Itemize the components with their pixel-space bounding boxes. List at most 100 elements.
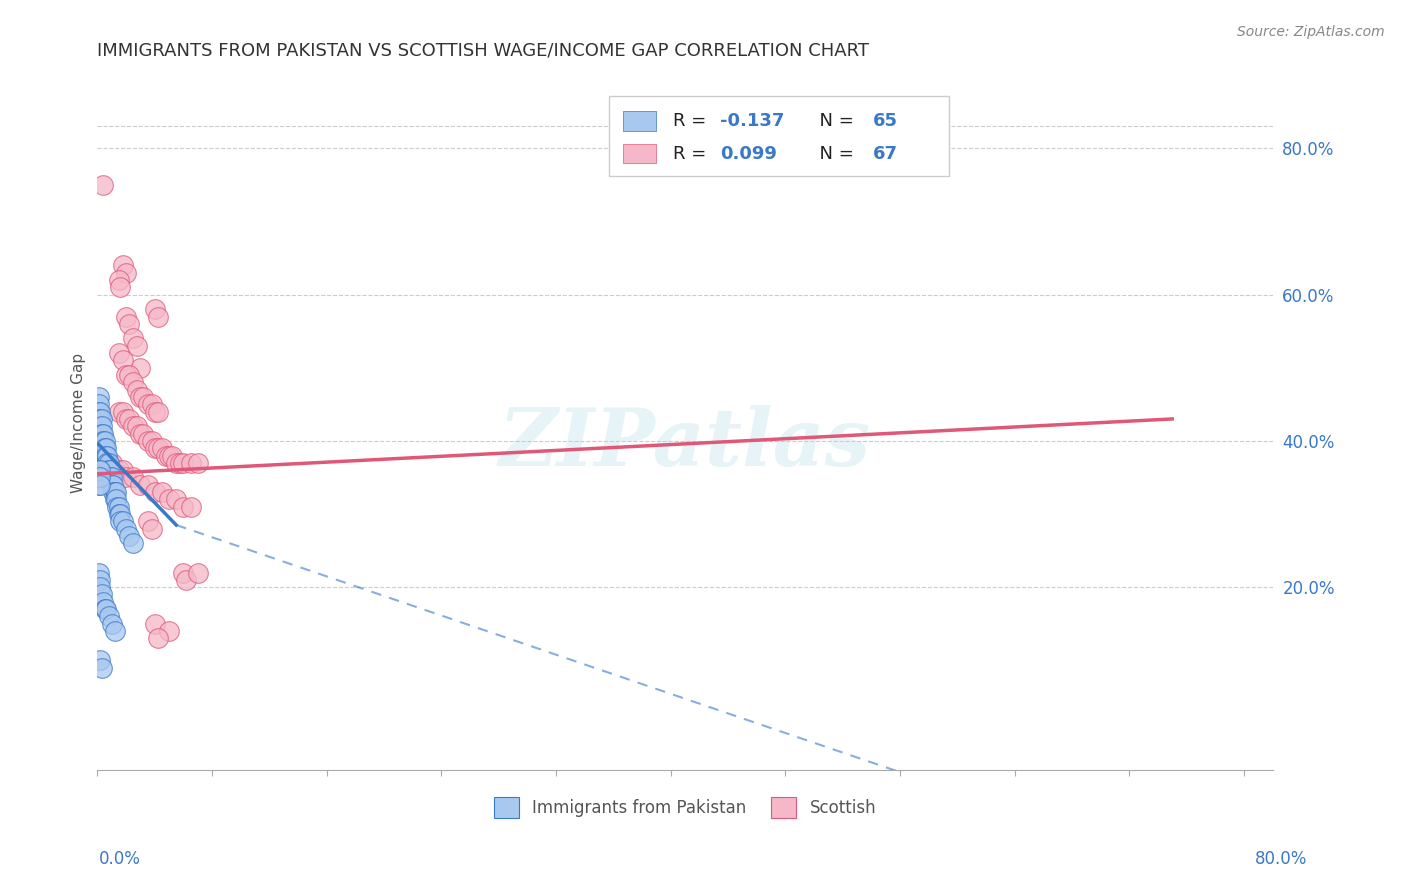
Point <box>87 390 110 404</box>
Point <box>89 412 111 426</box>
Text: IMMIGRANTS FROM PAKISTAN VS SCOTTISH WAGE/INCOME GAP CORRELATION CHART: IMMIGRANTS FROM PAKISTAN VS SCOTTISH WAG… <box>97 42 869 60</box>
Point <box>97 456 120 470</box>
Text: 65: 65 <box>873 112 898 130</box>
Point <box>112 463 135 477</box>
Text: R =: R = <box>673 112 713 130</box>
Point <box>110 507 132 521</box>
Point <box>136 397 159 411</box>
Point <box>103 485 125 500</box>
Point <box>91 441 114 455</box>
Text: R =: R = <box>673 145 713 162</box>
Point <box>89 477 111 491</box>
Point <box>93 441 115 455</box>
Point <box>87 404 110 418</box>
Point <box>132 390 155 404</box>
Point <box>103 492 125 507</box>
Point <box>93 449 115 463</box>
Point <box>110 280 132 294</box>
Point <box>179 500 201 514</box>
Text: 0.099: 0.099 <box>720 145 778 162</box>
Point <box>104 492 127 507</box>
Point <box>87 566 110 580</box>
Point <box>143 302 166 317</box>
Point <box>91 434 114 448</box>
Text: 67: 67 <box>873 145 898 162</box>
Point <box>179 456 201 470</box>
Point <box>108 463 131 477</box>
Point <box>89 426 111 441</box>
Point <box>160 449 183 463</box>
Point <box>146 632 169 646</box>
Point <box>90 434 112 448</box>
Point <box>146 310 169 324</box>
Point <box>87 477 110 491</box>
Point <box>136 477 159 491</box>
Point <box>150 485 173 500</box>
Bar <box>623 144 655 163</box>
Point <box>108 346 131 360</box>
Point <box>127 383 149 397</box>
Point <box>157 449 180 463</box>
Point <box>91 595 114 609</box>
Point <box>115 310 138 324</box>
Point <box>146 404 169 418</box>
Point <box>89 470 111 484</box>
Point <box>90 419 112 434</box>
Text: N =: N = <box>808 112 860 130</box>
Point <box>172 500 194 514</box>
Point <box>90 587 112 601</box>
Point <box>87 397 110 411</box>
Point <box>141 434 163 448</box>
Point <box>96 463 118 477</box>
Point <box>143 485 166 500</box>
Point <box>172 566 194 580</box>
Text: ZIPatlas: ZIPatlas <box>499 405 870 483</box>
Point <box>103 463 125 477</box>
Point <box>146 441 169 455</box>
Point <box>118 368 141 382</box>
Point <box>132 426 155 441</box>
Point <box>89 573 111 587</box>
Point <box>97 609 120 624</box>
Point <box>87 470 110 484</box>
Point <box>141 397 163 411</box>
Point <box>165 492 187 507</box>
Point <box>93 434 115 448</box>
Bar <box>623 112 655 131</box>
Point <box>98 470 121 484</box>
Point <box>87 463 110 477</box>
Point <box>118 317 141 331</box>
Point <box>172 456 194 470</box>
Point <box>115 266 138 280</box>
Point <box>108 404 131 418</box>
Point <box>112 514 135 528</box>
Point <box>112 404 135 418</box>
Point <box>93 602 115 616</box>
Point <box>129 477 152 491</box>
Text: 0.0%: 0.0% <box>98 850 141 868</box>
Point <box>100 456 122 470</box>
Legend: Immigrants from Pakistan, Scottish: Immigrants from Pakistan, Scottish <box>486 790 883 824</box>
Text: 80.0%: 80.0% <box>1256 850 1308 868</box>
Point <box>98 463 121 477</box>
Point <box>150 441 173 455</box>
Point <box>103 624 125 638</box>
Point <box>96 449 118 463</box>
Point <box>115 412 138 426</box>
Point <box>104 485 127 500</box>
Point <box>97 456 120 470</box>
Point <box>187 456 209 470</box>
Point <box>129 390 152 404</box>
Point <box>122 536 145 550</box>
Text: N =: N = <box>808 145 860 162</box>
Point <box>165 456 187 470</box>
Point <box>127 419 149 434</box>
Point <box>101 477 124 491</box>
Point <box>122 376 145 390</box>
Point <box>94 449 117 463</box>
Point <box>89 580 111 594</box>
Point <box>110 514 132 528</box>
Point <box>122 419 145 434</box>
Point <box>89 419 111 434</box>
Point <box>122 470 145 484</box>
